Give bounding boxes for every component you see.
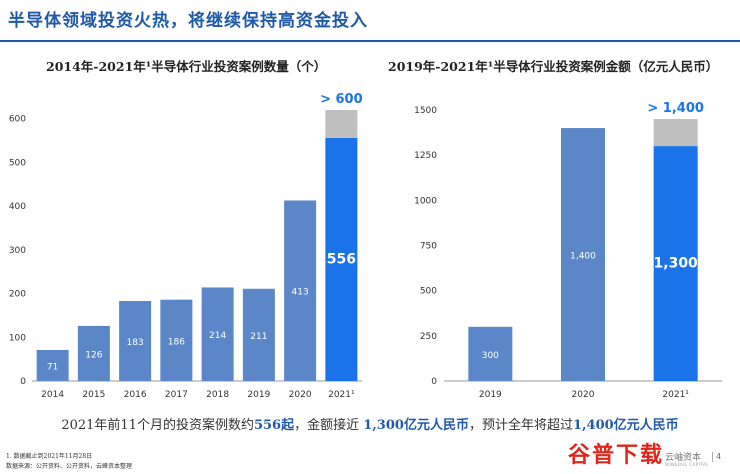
summary-part-3: ，预计全年将超过 (468, 418, 573, 433)
x-tick-label: 2021¹ (662, 390, 689, 400)
page-number-divider (712, 452, 713, 462)
y-tick-label: 750 (420, 242, 437, 252)
bar (561, 128, 605, 381)
bar-value-label: 211 (250, 332, 267, 342)
summary-count: 556起 (253, 418, 295, 433)
bar (325, 137, 358, 381)
summary-text: 2021年前11个月的投资案例数约556起，金额接近 1,300亿元人民币，预计… (0, 414, 740, 433)
bar (77, 325, 110, 381)
projection-bar (653, 119, 698, 147)
company-logo: 云岫资本 (665, 453, 702, 463)
bar-value-label: 126 (85, 350, 102, 360)
y-tick-label: 500 (420, 287, 437, 297)
x-tick-label: 2020 (572, 390, 595, 400)
bar-value-label: 556 (327, 251, 356, 267)
bar-value-label: 413 (292, 288, 309, 298)
bar (284, 200, 317, 381)
bar-value-label: 183 (127, 338, 144, 348)
y-tick-label: 300 (9, 246, 26, 256)
y-tick-label: 1000 (414, 196, 437, 206)
chart-title-amount: 2019年-2021年¹半导体行业投资案例金额（亿元人民币） (388, 59, 719, 74)
bar (653, 146, 698, 381)
bar-value-label: 214 (209, 331, 226, 341)
bar (201, 287, 234, 381)
bar-value-label: 186 (168, 337, 185, 347)
y-tick-label: 0 (431, 377, 437, 387)
bar (242, 288, 275, 381)
watermark: 谷普下载 (568, 443, 665, 468)
y-tick-label: 200 (9, 290, 26, 300)
summary-part-1: 2021年前11个月的投资案例数约 (61, 418, 254, 433)
footnote-1: 1. 数据截止到2021年11月28日 (6, 453, 93, 460)
x-tick-label: 2019 (479, 390, 502, 400)
page-number: 4 (716, 452, 722, 461)
summary-part-2: ，金额接近 (294, 418, 364, 433)
company-logo-sub: WINSOUL CAPITAL (665, 462, 709, 467)
projection-label: > 600 (320, 92, 363, 107)
y-tick-label: 600 (9, 115, 26, 125)
bar (468, 326, 513, 381)
summary-projection: 1,400亿元人民币 (572, 418, 679, 433)
projection-bar (325, 110, 358, 138)
bar (36, 349, 69, 381)
bar-value-label: 1,300 (654, 256, 699, 272)
x-tick-label: 2021¹ (328, 390, 355, 400)
x-tick-label: 2019 (247, 390, 270, 400)
y-tick-label: 400 (9, 202, 26, 212)
y-tick-label: 0 (20, 377, 26, 387)
bar-value-label: 1,400 (570, 252, 596, 262)
x-tick-label: 2020 (289, 390, 312, 400)
y-tick-label: 100 (9, 333, 26, 343)
x-tick-label: 2017 (165, 390, 188, 400)
y-tick-label: 500 (9, 158, 26, 168)
x-tick-label: 2014 (41, 390, 64, 400)
bar (119, 301, 152, 381)
projection-label: > 1,400 (647, 101, 704, 116)
footnote-source: 数据来源：公开资料、公开资料，云峰资本整理 (6, 463, 133, 470)
bar (160, 299, 193, 381)
x-tick-label: 2018 (206, 390, 229, 400)
title-divider (0, 40, 740, 42)
y-tick-label: 1500 (414, 106, 437, 116)
y-tick-label: 250 (420, 332, 437, 342)
x-tick-label: 2015 (82, 390, 105, 400)
y-tick-label: 1250 (414, 151, 437, 161)
summary-amount: 1,300亿元人民币 (363, 418, 469, 433)
x-tick-label: 2016 (124, 390, 147, 400)
page-title: 半导体领域投资火热，将继续保持高资金投入 (8, 11, 368, 31)
chart-title-count: 2014年-2021年¹半导体行业投资案例数量（个） (46, 59, 327, 74)
bar-value-label: 71 (47, 362, 58, 372)
bar-value-label: 300 (482, 351, 499, 361)
